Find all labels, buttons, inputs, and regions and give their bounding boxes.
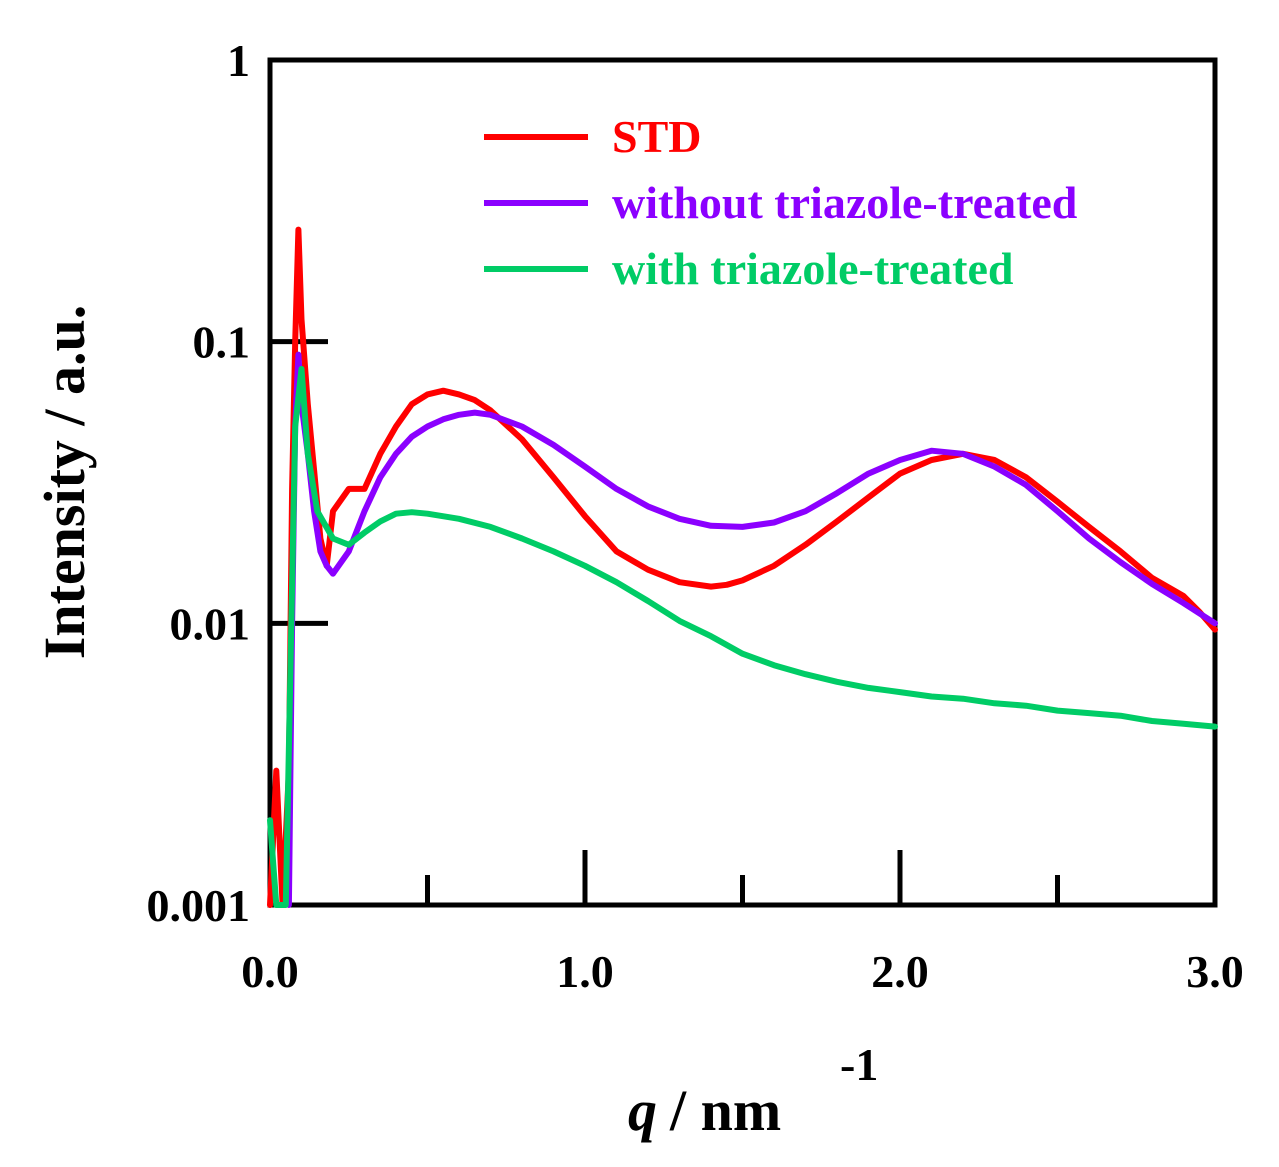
x-axis-title: q / nm -1 [628, 1039, 878, 1143]
x-axis-unit: / nm [669, 1078, 781, 1143]
series-line-1 [285, 351, 1218, 908]
x-tick-label: 1.0 [556, 946, 614, 997]
x-tick-label: 0.0 [241, 946, 299, 997]
y-tick-label: 0.001 [147, 880, 251, 931]
series-layer [267, 226, 1218, 908]
y-axis-title: Intensity / a.u. [32, 305, 97, 660]
legend: STD without triazole-treated with triazole… [484, 111, 1078, 294]
y-tick-label: 0.01 [170, 598, 251, 649]
legend-label: with triazole-treated [612, 243, 1014, 294]
series-line-0 [267, 226, 1218, 908]
legend-label: without triazole-treated [612, 177, 1078, 228]
y-tick-label: 1 [227, 35, 250, 86]
series-line-2 [267, 366, 1218, 908]
x-tick-label: 3.0 [1186, 946, 1244, 997]
x-axis-symbol: q [628, 1078, 657, 1143]
tick-labels: 0.0 1.0 2.0 3.0 0.001 0.01 0.1 1 [147, 35, 1244, 997]
axis-ticks [270, 339, 1060, 905]
x-tick-label: 2.0 [871, 946, 929, 997]
y-tick-label: 0.1 [193, 317, 251, 368]
legend-label: STD [612, 111, 701, 162]
x-axis-unit-exponent: -1 [840, 1039, 878, 1090]
